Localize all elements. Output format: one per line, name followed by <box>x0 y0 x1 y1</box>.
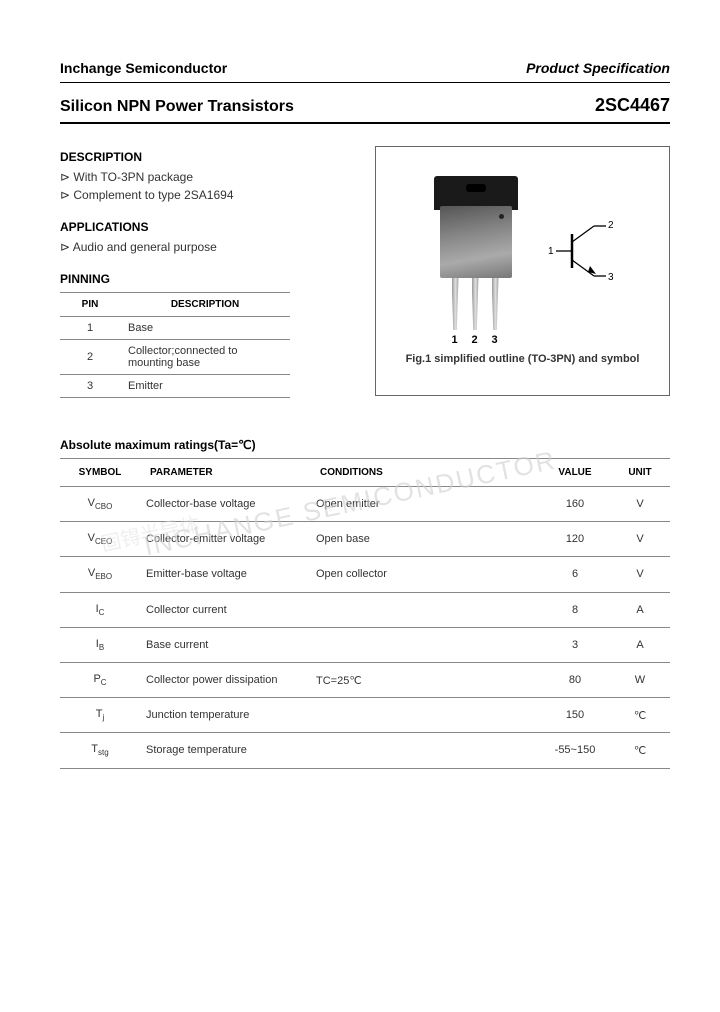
cell-value: 80 <box>540 662 610 697</box>
ratings-heading: Absolute maximum ratings(Ta=℃) <box>60 438 670 452</box>
cell-parameter: Emitter-base voltage <box>140 557 310 592</box>
cell-parameter: Base current <box>140 627 310 662</box>
table-row: 2 Collector;connected to mounting base <box>60 340 290 375</box>
pinning-table: PIN DESCRIPTION 1 Base 2 Collector;conne… <box>60 292 290 398</box>
cell-parameter: Collector-base voltage <box>140 487 310 522</box>
col-parameter: PARAMETER <box>140 459 310 487</box>
col-conditions: CONDITIONS <box>310 459 540 487</box>
cell-symbol: IB <box>60 627 140 662</box>
cell-value: 6 <box>540 557 610 592</box>
cell-parameter: Collector-emitter voltage <box>140 522 310 557</box>
cell-value: 150 <box>540 698 610 733</box>
cell-symbol: Tj <box>60 698 140 733</box>
cell-symbol: Tstg <box>60 733 140 768</box>
title-bar: Silicon NPN Power Transistors 2SC4467 <box>60 95 670 124</box>
cell-conditions <box>310 592 540 627</box>
cell-value: -55~150 <box>540 733 610 768</box>
table-row: PCCollector power dissipationTC=25℃80W <box>60 662 670 697</box>
cell-parameter: Junction temperature <box>140 698 310 733</box>
applications-heading: APPLICATIONS <box>60 220 355 234</box>
table-row: TjJunction temperature 150℃ <box>60 698 670 733</box>
symbol-pin-emitter: 3 <box>608 272 614 283</box>
cell-unit: A <box>610 592 670 627</box>
cell-unit: W <box>610 662 670 697</box>
application-item: ⊳ Audio and general purpose <box>60 240 355 254</box>
cell-conditions <box>310 698 540 733</box>
cell-symbol: VCBO <box>60 487 140 522</box>
cell-value: 8 <box>540 592 610 627</box>
document-header: Inchange Semiconductor Product Specifica… <box>60 60 670 83</box>
company-name: Inchange Semiconductor <box>60 60 227 76</box>
cell-parameter: Collector current <box>140 592 310 627</box>
table-row: VCBOCollector-base voltageOpen emitter16… <box>60 487 670 522</box>
col-desc: DESCRIPTION <box>120 293 290 317</box>
table-row: 3 Emitter <box>60 375 290 398</box>
cell-conditions <box>310 733 540 768</box>
cell-unit: ℃ <box>610 698 670 733</box>
package-drawing: 1 2 3 <box>432 176 520 326</box>
cell-value: 120 <box>540 522 610 557</box>
cell-unit: A <box>610 627 670 662</box>
table-row: 1 Base <box>60 317 290 340</box>
symbol-pin-collector: 2 <box>608 220 614 231</box>
cell-symbol: VEBO <box>60 557 140 592</box>
cell-symbol: IC <box>60 592 140 627</box>
table-row: TstgStorage temperature -55~150℃ <box>60 733 670 768</box>
cell-unit: V <box>610 522 670 557</box>
cell-unit: ℃ <box>610 733 670 768</box>
table-row: VCEOCollector-emitter voltageOpen base12… <box>60 522 670 557</box>
cell-parameter: Storage temperature <box>140 733 310 768</box>
cell-conditions: Open emitter <box>310 487 540 522</box>
col-symbol: SYMBOL <box>60 459 140 487</box>
cell-symbol: PC <box>60 662 140 697</box>
description-heading: DESCRIPTION <box>60 150 355 164</box>
table-row: ICCollector current 8A <box>60 592 670 627</box>
description-item: ⊳ Complement to type 2SA1694 <box>60 188 355 202</box>
figure-box: 1 2 3 1 2 3 <box>375 146 670 396</box>
pinning-heading: PINNING <box>60 272 355 286</box>
col-pin: PIN <box>60 293 120 317</box>
cell-unit: V <box>610 557 670 592</box>
cell-unit: V <box>610 487 670 522</box>
symbol-pin-base: 1 <box>548 246 554 257</box>
cell-conditions: TC=25℃ <box>310 662 540 697</box>
cell-conditions: Open collector <box>310 557 540 592</box>
table-row: VEBOEmitter-base voltageOpen collector6V <box>60 557 670 592</box>
cell-conditions: Open base <box>310 522 540 557</box>
table-row: IBBase current 3A <box>60 627 670 662</box>
product-category: Silicon NPN Power Transistors <box>60 98 294 116</box>
transistor-symbol-icon: 1 2 3 <box>544 206 614 296</box>
col-value: VALUE <box>540 459 610 487</box>
cell-conditions <box>310 627 540 662</box>
cell-value: 3 <box>540 627 610 662</box>
col-unit: UNIT <box>610 459 670 487</box>
doc-type: Product Specification <box>526 60 670 76</box>
cell-parameter: Collector power dissipation <box>140 662 310 697</box>
cell-symbol: VCEO <box>60 522 140 557</box>
description-item: ⊳ With TO-3PN package <box>60 170 355 184</box>
part-number: 2SC4467 <box>595 95 670 116</box>
ratings-table: SYMBOL PARAMETER CONDITIONS VALUE UNIT V… <box>60 458 670 769</box>
cell-value: 160 <box>540 487 610 522</box>
figure-caption: Fig.1 simplified outline (TO-3PN) and sy… <box>386 353 659 365</box>
